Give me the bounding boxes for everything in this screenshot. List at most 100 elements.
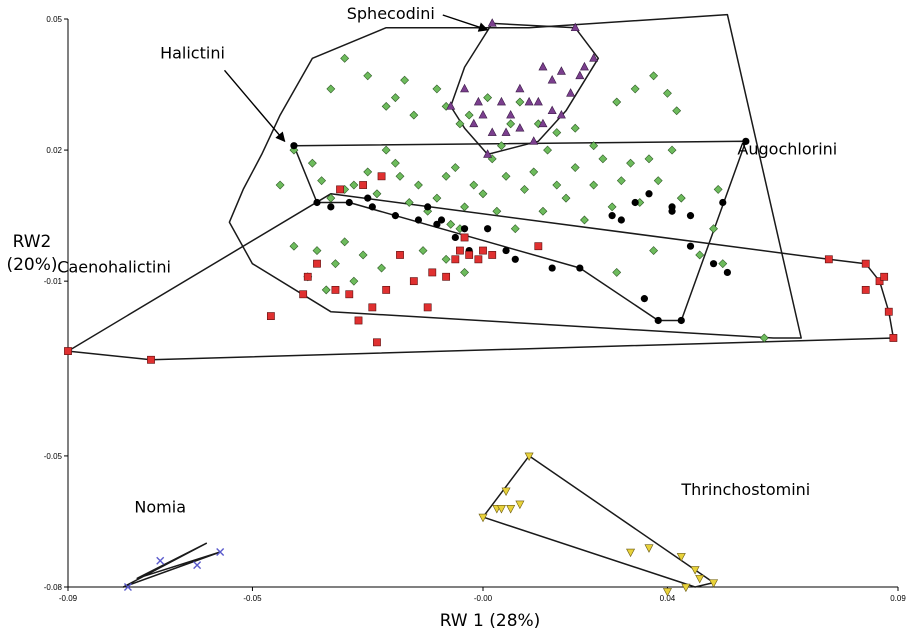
nomia-point <box>193 561 202 570</box>
halictini-point <box>464 110 474 120</box>
halictini-point <box>469 180 479 190</box>
augochlorini-point <box>414 216 423 224</box>
caenohalictini-point <box>313 259 321 268</box>
thrinchostomini-point <box>709 579 719 588</box>
group-outlines <box>67 13 895 588</box>
augochlorini-point <box>460 225 469 233</box>
caenohalictini-point <box>451 255 460 264</box>
halictini-point <box>363 71 373 81</box>
augochlorini-label: Augochlorini <box>737 139 837 158</box>
halictini-arrow <box>223 69 286 143</box>
halictini-point <box>483 93 493 103</box>
thrinchostomini-point <box>478 513 488 523</box>
caenohalictini-point <box>456 246 464 255</box>
halictini-point <box>649 71 659 81</box>
x-tick-label: -0.00 <box>474 594 493 603</box>
halictini-point <box>390 93 400 103</box>
sphecodini-point <box>524 96 534 106</box>
halictini-point <box>372 189 382 199</box>
caenohalictini-point <box>880 272 889 281</box>
halictini-point <box>441 171 451 181</box>
sphecodini-point <box>529 136 539 145</box>
halictini-label: Halictini <box>160 43 225 62</box>
halictini-point <box>363 167 373 177</box>
augochlorini-point <box>576 264 584 272</box>
halictini-point <box>312 246 322 255</box>
augochlorini-point <box>631 198 639 207</box>
x-axis-title: RW 1 (28%) <box>440 611 541 631</box>
thrinchostomini-point <box>515 500 525 510</box>
augochlorini-point <box>608 212 616 220</box>
halictini-point <box>589 141 599 151</box>
sphecodini-point <box>478 109 488 119</box>
sphecodini-point <box>487 18 497 27</box>
sphecodini-point <box>538 118 548 128</box>
sphecodini-point <box>556 66 566 75</box>
halictini-point <box>340 53 350 63</box>
halictini-point <box>418 246 428 255</box>
caenohalictini-point <box>382 285 391 294</box>
caenohalictini-point <box>884 307 893 316</box>
halictini-point <box>653 176 663 186</box>
augochlorini-point <box>742 137 750 145</box>
caenohalictini-point <box>479 246 487 255</box>
y-tick-label: -0.01 <box>44 277 63 286</box>
augochlorini-point <box>368 203 376 211</box>
y-axis-title-line2: (20%) <box>6 255 57 275</box>
halictini-point <box>460 202 469 212</box>
caenohalictini-point <box>889 334 898 342</box>
augochlorini-point <box>313 198 321 207</box>
halictini-point <box>358 250 368 260</box>
x-tick-label: 0.04 <box>660 594 676 603</box>
halictini-point <box>478 189 488 199</box>
caenohalictini-point <box>303 272 312 281</box>
caenohalictini-point <box>377 172 386 181</box>
thrinchostomini-point <box>695 574 705 584</box>
halictini-point <box>676 193 686 203</box>
augochlorini-point <box>437 216 446 224</box>
caenohalictini-point <box>534 242 543 251</box>
augochlorini-point <box>640 295 648 303</box>
halictini-point <box>515 97 525 107</box>
halictini-point <box>570 163 580 172</box>
augochlorini-point <box>719 198 727 207</box>
halictini-point <box>616 176 626 186</box>
nomia-point <box>123 583 132 591</box>
halictini-point <box>538 206 548 216</box>
halictini-point <box>718 259 728 269</box>
augochlorini-point <box>391 212 399 220</box>
halictini-point <box>390 158 400 168</box>
halictini-point <box>580 215 589 225</box>
caenohalictini-label: Caenohalictini <box>57 257 171 276</box>
thrinchostomini-point <box>644 544 654 553</box>
sphecodini-point <box>547 75 557 84</box>
halictini-point <box>400 75 410 85</box>
caenohalictini-point <box>442 272 451 281</box>
halictini-point <box>598 154 608 164</box>
caenohalictini-point <box>336 185 344 194</box>
halictini-point <box>506 119 516 129</box>
halictini-point <box>381 145 391 155</box>
caenohalictini-point <box>373 338 381 347</box>
augochlorini-point <box>686 212 695 220</box>
halictini-point <box>331 259 340 269</box>
y-axis-title-line1: RW2 <box>13 232 52 252</box>
sphecodini-point <box>533 96 543 106</box>
augochlorini-point <box>677 316 685 325</box>
augochlorini-point <box>327 203 335 211</box>
caenohalictini-point <box>460 233 469 242</box>
augochlorini-point <box>723 268 731 277</box>
halictini-point <box>460 267 469 277</box>
halictini-point <box>492 206 502 216</box>
caenohalictini-point <box>824 255 833 264</box>
sphecodini-point <box>556 109 566 119</box>
thrinchostomini-point <box>501 487 511 497</box>
augochlorini-point <box>709 260 718 268</box>
halictini-point <box>626 158 635 168</box>
halictini-point <box>450 163 460 172</box>
halictini-point <box>713 184 723 194</box>
halictini-point <box>612 267 622 277</box>
halictini-point <box>275 180 285 190</box>
sphecodini-point <box>446 101 456 110</box>
